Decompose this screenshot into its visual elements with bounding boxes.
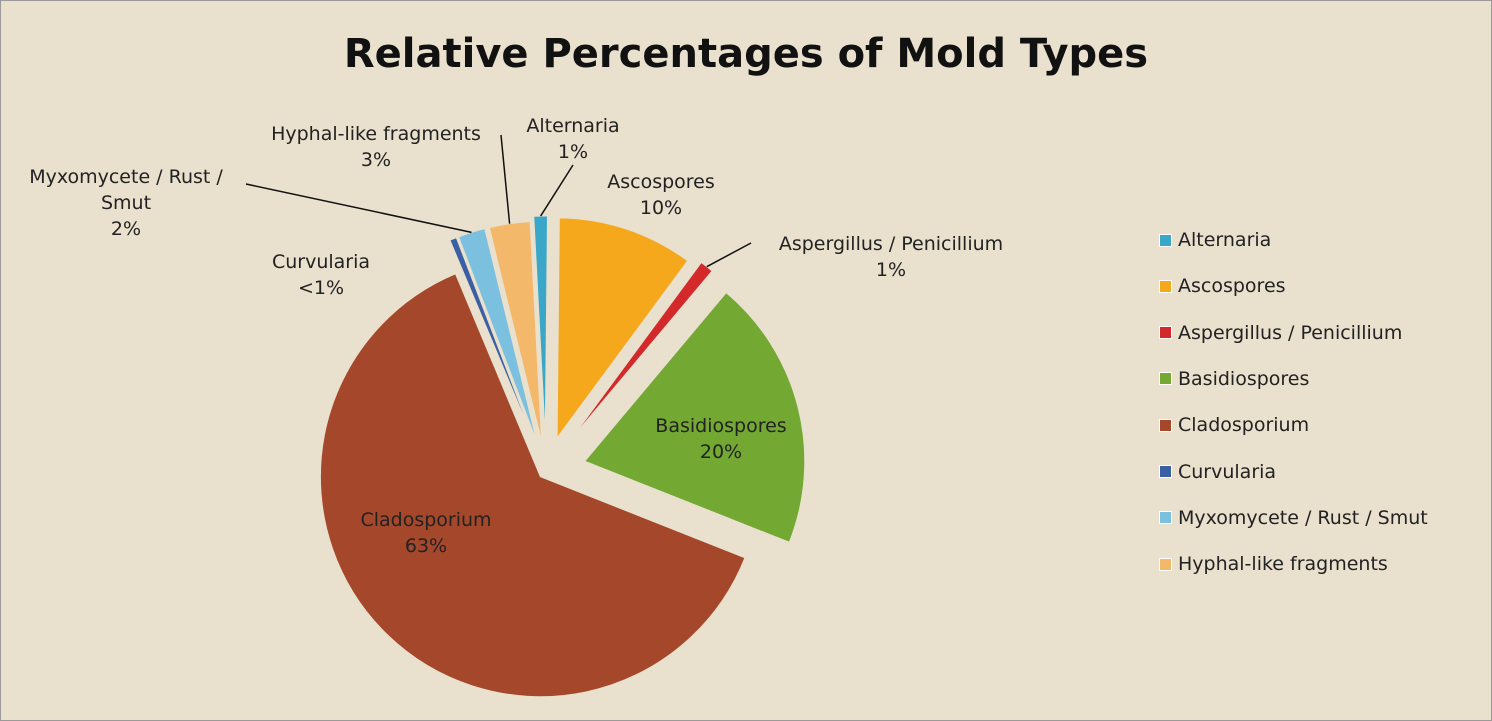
legend-swatch [1159,557,1172,571]
slice-value: 63% [404,535,448,557]
slice-category: Cladosporium [360,509,492,531]
legend-entry: Basidiospores [1159,368,1309,390]
slice-category: Hyphal-like fragments [271,123,481,145]
pie-slice [319,273,746,698]
chart-title: Relative Percentages of Mold Types [343,31,1149,77]
slice-category: Myxomycete / Rust / Smut [29,166,223,214]
pie-slice [556,217,689,440]
pie-slice [570,261,713,440]
legend-swatch [1159,233,1172,247]
legend-swatch [1159,326,1172,340]
legend-label: Ascospores [1178,275,1286,298]
pie-slice [449,236,536,444]
legend-entry: Hyphal-like fragments [1159,553,1388,575]
slice-value: 20% [699,441,743,463]
legend-label: Hyphal-like fragments [1178,553,1388,576]
slice-label: Curvularia <1% [272,249,370,301]
legend-swatch [1159,511,1172,525]
slice-value: 2% [110,218,142,240]
leader-line [500,134,511,224]
slice-value: <1% [297,277,345,299]
legend-label: Curvularia [1178,460,1277,483]
slice-category: Alternaria [526,115,620,137]
pie-slice [583,291,806,543]
slice-label: Alternaria 1% [526,113,619,165]
slice-label: Basidiospores 20% [655,413,786,465]
legend-swatch [1159,372,1172,386]
slice-category: Aspergillus / Penicillium [778,233,1004,255]
legend-label: Myxomycete / Rust / Smut [1178,506,1428,529]
slice-label: Hyphal-like fragments 3% [271,121,481,173]
pie-slice [457,228,538,443]
leader-line [539,164,574,217]
slice-label: Myxomycete / Rust / Smut 2% [6,164,246,242]
slice-label: Cladosporium 63% [360,507,491,559]
slice-label: Ascospores 10% [607,169,715,221]
slice-label: Aspergillus / Penicillium 1% [779,231,1003,283]
slice-value: 3% [360,149,392,171]
legend-swatch [1159,465,1172,478]
legend-entry: Curvularia [1159,461,1276,483]
slice-category: Basidiospores [655,415,787,437]
legend-swatch [1159,279,1172,293]
legend-label: Aspergillus / Penicillium [1178,321,1403,344]
legend-label: Basidiospores [1178,367,1310,390]
slice-value: 1% [875,259,907,281]
legend-entry: Aspergillus / Penicillium [1159,322,1402,344]
slice-category: Curvularia [271,251,371,273]
legend-label: Alternaria [1178,229,1272,251]
slice-value: 1% [557,141,589,163]
slice-value: 10% [639,197,683,219]
leader-line [245,183,472,234]
leader-line [706,242,752,268]
legend-entry: Alternaria [1159,229,1271,251]
legend-swatch [1159,418,1172,432]
slice-category: Ascospores [607,171,715,193]
legend-entry: Myxomycete / Rust / Smut [1159,507,1428,529]
legend-label: Cladosporium [1178,414,1310,437]
legend-entry: Ascospores [1159,275,1286,297]
legend-entry: Cladosporium [1159,414,1309,436]
